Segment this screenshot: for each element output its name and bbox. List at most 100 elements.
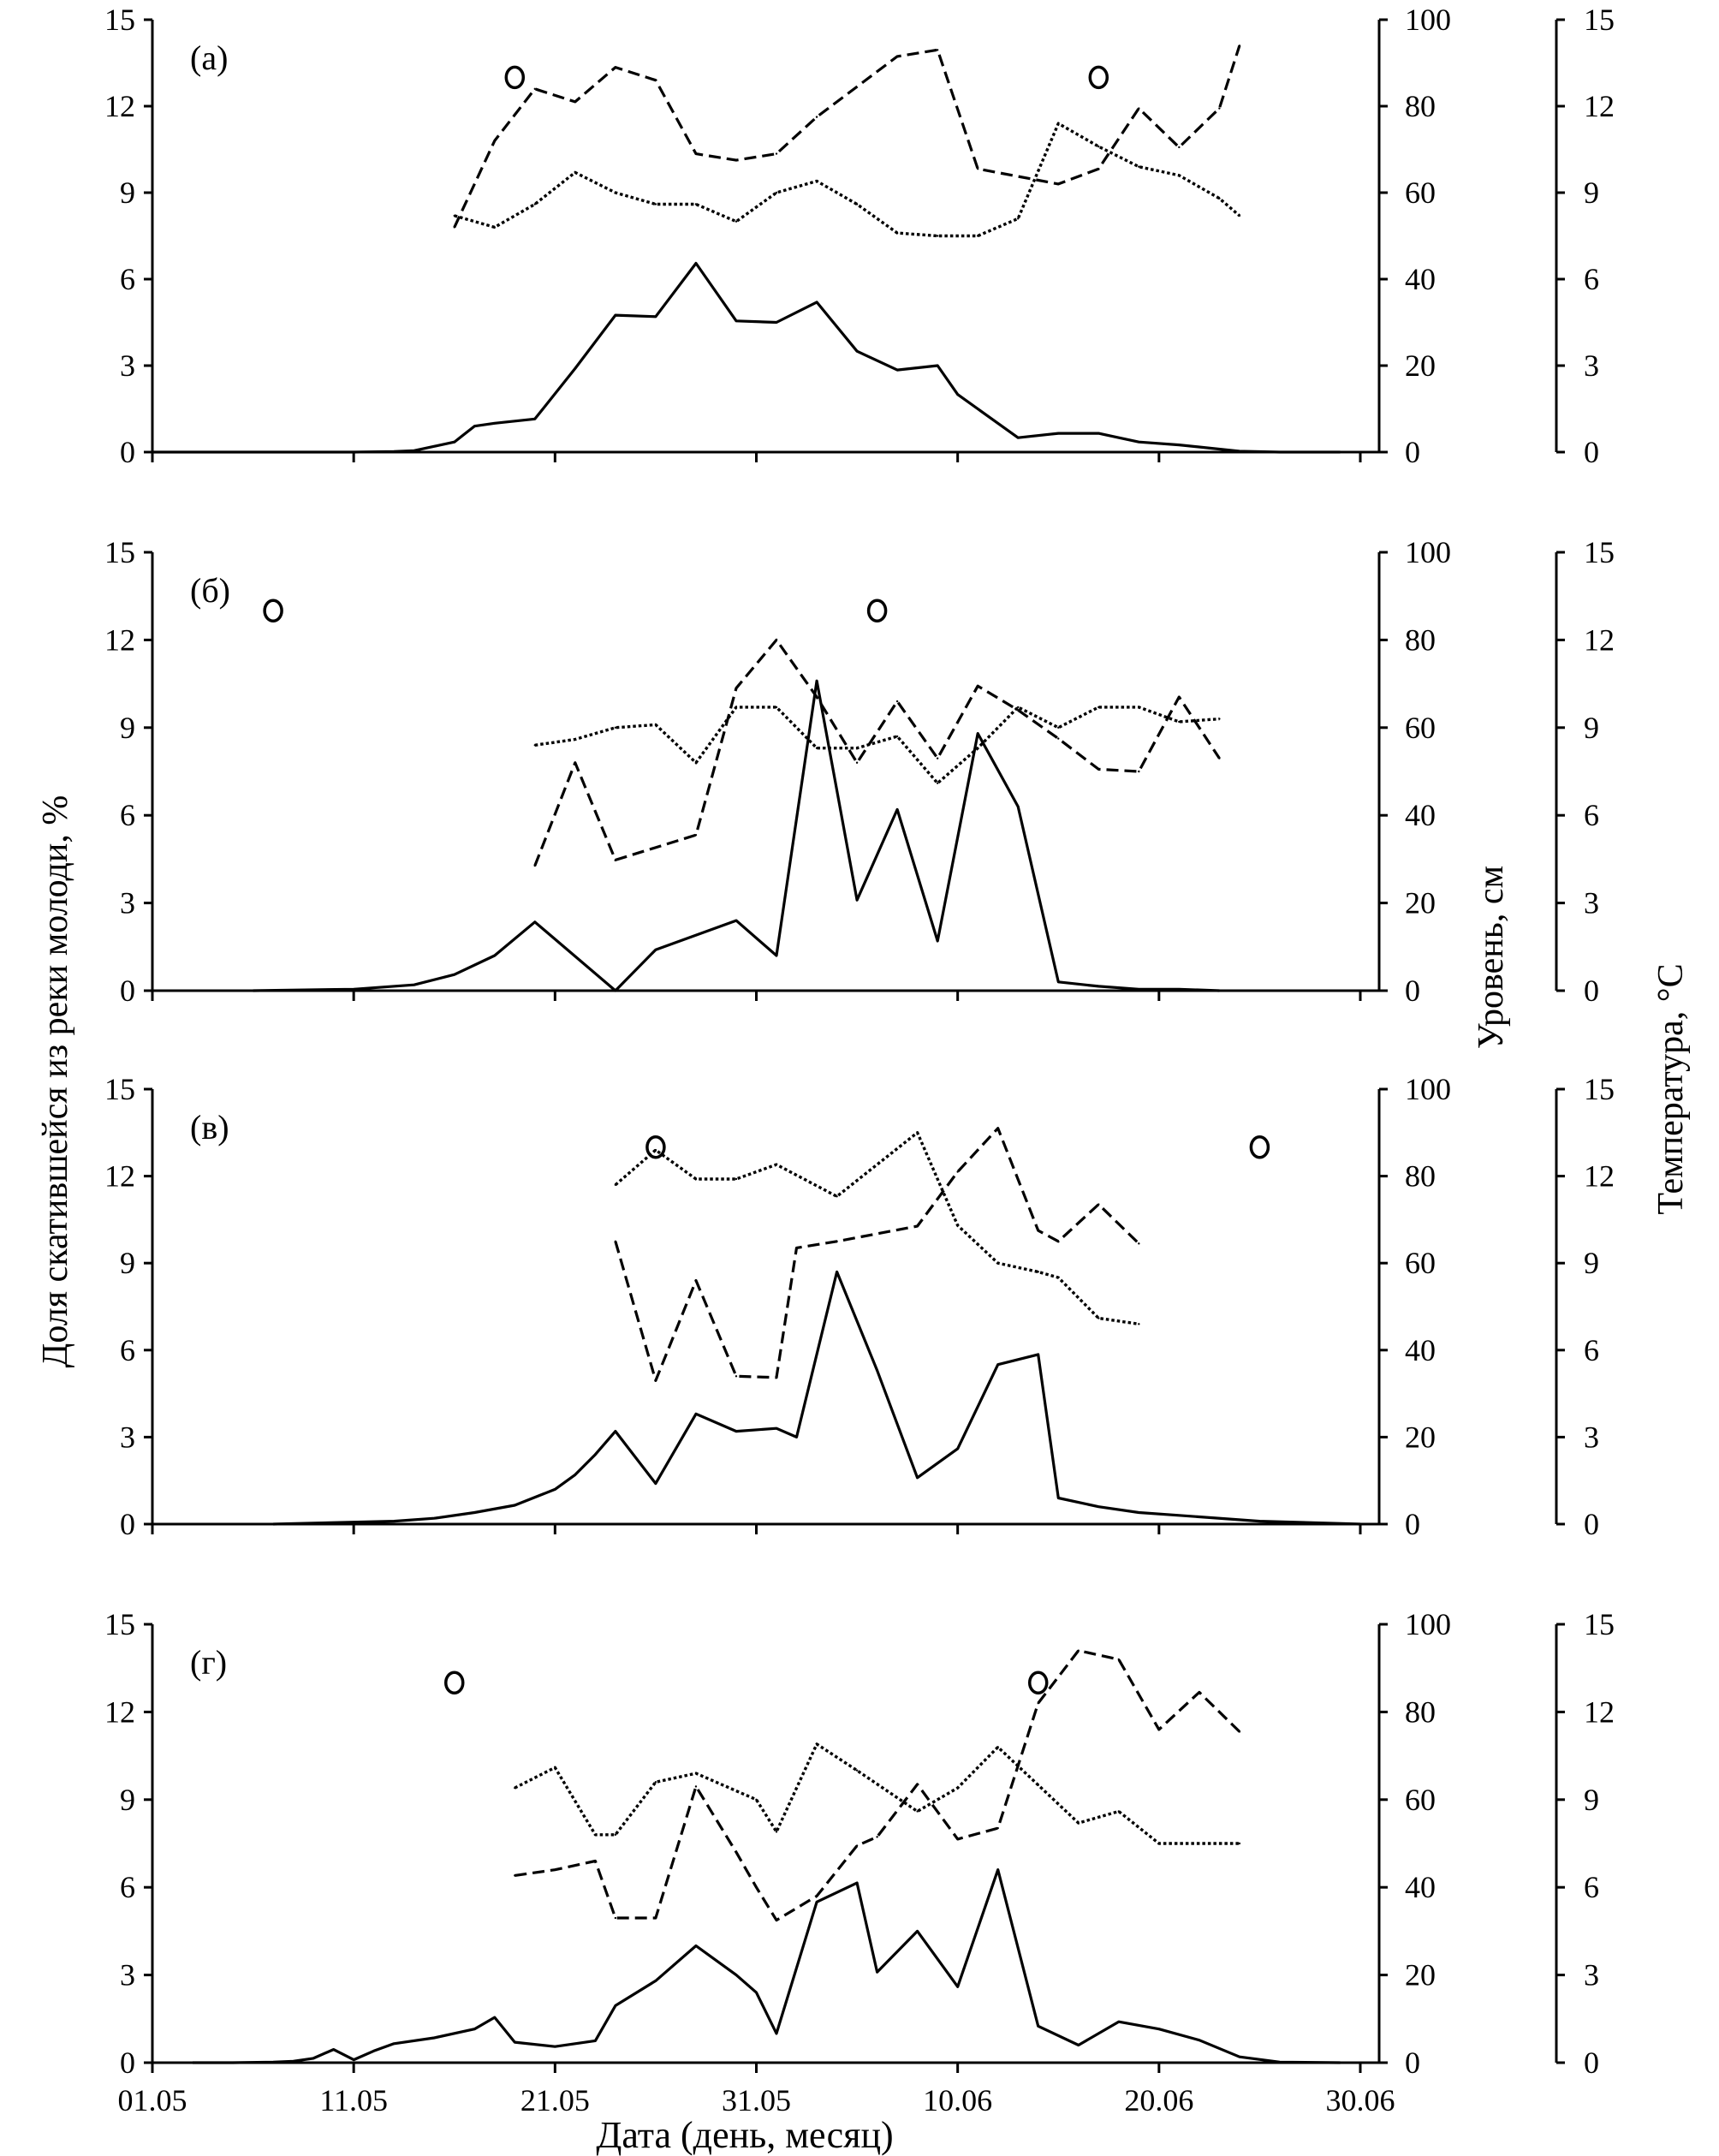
level-data-point [1077,1649,1080,1652]
level-data-point [1218,107,1221,110]
temperature-data-point [1238,214,1241,217]
temperature-data-point [976,747,979,749]
share-data-point [1157,2028,1161,2030]
level-data-point [654,1916,657,1920]
share-data-point [393,2042,396,2046]
temperature-data-point [735,1177,738,1181]
panel-label: (а) [190,39,228,77]
share-data-point [614,2004,617,2007]
temperature-data-point [533,744,537,747]
share-data-point [1278,450,1282,454]
left-tick-label: 9 [120,1246,135,1280]
y-axis-title-left: Доля скатившейся из реки молоди, % [36,795,75,1368]
event-marker [263,599,283,623]
temperature-data-point [614,191,617,194]
temperature-data-point [694,203,698,205]
temperature-data-point [514,1786,516,1790]
share-series-line [253,679,1220,992]
temperature-tick-label: 12 [1584,1694,1615,1729]
share-data-point [252,989,254,992]
left-tick-label: 0 [120,974,135,1008]
share-data-point [1359,1522,1362,1526]
level-data-point [614,1240,617,1243]
level-data-point [1037,1701,1039,1705]
share-data-point [352,450,355,454]
temperature-tick-label: 3 [1584,348,1599,383]
temperature-data-point [453,214,455,217]
temperature-data-point [614,1183,617,1186]
temperature-data-point [775,1831,778,1833]
event-marker [504,65,526,90]
share-data-point [533,920,537,923]
share-data-point [453,441,455,444]
temperature-data-point [493,226,496,229]
level-data-point [1218,757,1221,759]
share-data-point [614,989,617,992]
temperature-data-point [1097,706,1100,709]
share-data-point [795,1436,798,1438]
share-data-point [654,1980,657,1982]
level-tick-label: 100 [1405,535,1451,569]
share-data-point [936,364,939,367]
temperature-data-point [1218,718,1221,720]
left-tick-label: 3 [120,1420,135,1454]
share-data-point [1178,444,1181,446]
left-tick-label: 3 [120,1958,135,1992]
temperature-data-point [895,231,899,235]
level-data-point [1178,146,1181,149]
level-data-point [694,1279,698,1282]
share-data-point [654,315,657,318]
share-data-point [493,954,496,957]
temperature-tick-label: 15 [1584,3,1615,37]
share-data-point [1097,1505,1100,1508]
share-data-point [855,349,859,353]
temperature-tick-label: 0 [1584,435,1599,469]
share-data-point [292,2060,294,2063]
level-data-point [956,1170,959,1173]
temperature-data-point [996,1746,999,1748]
temperature-data-point [654,724,657,726]
temperature-data-point [1017,706,1020,709]
temperature-tick-label: 3 [1584,886,1599,920]
level-data-point [1178,695,1181,699]
temperature-data-point [1057,726,1060,729]
panel-label: (б) [190,571,230,610]
share-data-point [433,1517,436,1520]
temperature-series-line [534,706,1220,785]
x-tick-label: 30.06 [1326,2083,1395,2117]
level-data-point [1117,1658,1121,1661]
share-data-point [1238,2055,1241,2058]
temperature-data-point [855,203,859,205]
left-tick-label: 15 [104,1072,135,1106]
share-data-point [533,418,537,420]
share-data-point [755,1991,758,1994]
share-data-point [1097,432,1100,435]
temperature-data-point [694,1177,698,1181]
x-tick-label: 01.05 [118,2083,187,2117]
temperature-data-point [1057,1276,1060,1279]
level-data-point [956,1837,959,1841]
temperature-tick-label: 12 [1584,1159,1615,1194]
level-tick-label: 20 [1405,886,1436,920]
temperature-data-point [836,1195,838,1198]
level-data-point [996,1127,999,1129]
temperature-series-line [454,122,1241,238]
share-data-point [1057,1497,1060,1499]
temperature-data-point [533,203,537,205]
level-tick-label: 100 [1405,3,1451,37]
left-tick-label: 6 [120,798,135,832]
level-data-point [735,158,738,162]
panels: 0369121502040608010003691215(а)036912150… [104,3,1615,2117]
temperature-data-point [654,1781,657,1784]
share-data-point [1097,985,1100,988]
share-data-point [1339,450,1341,454]
temperature-data-point [815,180,818,182]
temperature-data-point [936,782,939,784]
y-axis-title-temperature: Температура, °С [1651,963,1691,1214]
share-data-point [1057,432,1060,435]
temperature-data-point [1138,165,1140,168]
share-data-point [855,1881,859,1885]
share-data-point [574,1474,577,1476]
level-data-point [694,834,698,837]
